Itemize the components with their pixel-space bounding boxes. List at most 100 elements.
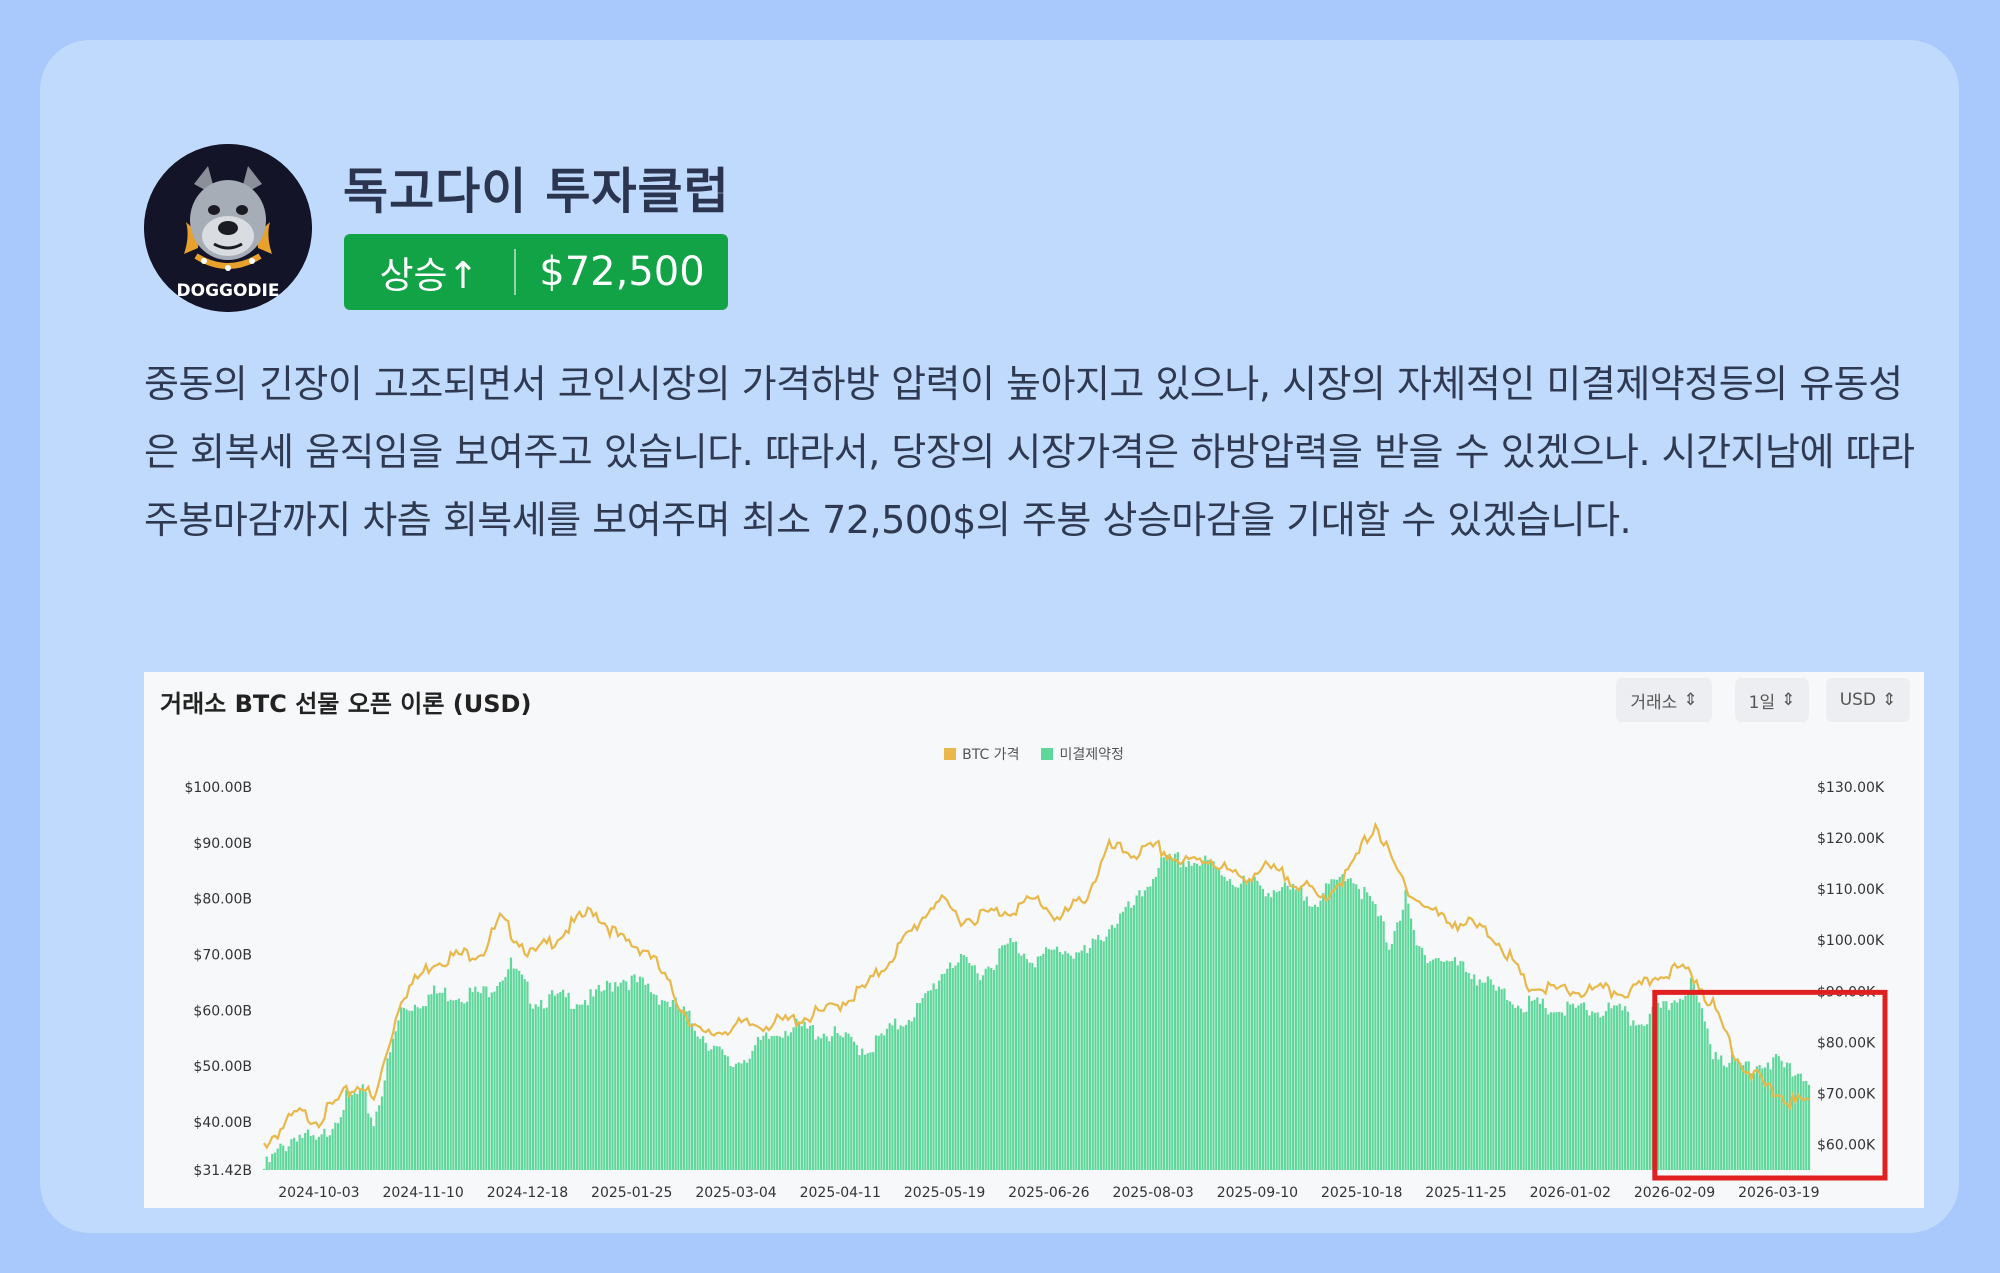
oi-bar bbox=[891, 1025, 894, 1170]
oi-bar bbox=[1050, 949, 1053, 1170]
oi-bar bbox=[1291, 883, 1295, 1170]
oi-bar bbox=[1475, 985, 1479, 1170]
sort-icon: ⇕ bbox=[1781, 690, 1796, 710]
oi-bar bbox=[1780, 1060, 1783, 1170]
oi-bar bbox=[1613, 1005, 1616, 1170]
exchange-select[interactable]: 거래소 ⇕ bbox=[1616, 678, 1712, 722]
oi-bar bbox=[1453, 957, 1457, 1170]
oi-bar bbox=[589, 989, 592, 1170]
oi-bar bbox=[276, 1148, 279, 1170]
oi-bar bbox=[759, 1040, 762, 1170]
direction-label: 상승↑ bbox=[379, 254, 479, 297]
oi-bar bbox=[981, 975, 985, 1170]
oi-bar bbox=[493, 991, 496, 1170]
interval-select[interactable]: 1일 ⇕ bbox=[1735, 678, 1809, 722]
oi-bar bbox=[520, 974, 524, 1170]
oi-bar bbox=[1305, 896, 1308, 1170]
oi-bar bbox=[1338, 876, 1341, 1170]
oi-bar bbox=[699, 1038, 702, 1170]
legend-item-price[interactable]: BTC 가격 bbox=[944, 744, 1019, 764]
oi-bar bbox=[1130, 907, 1133, 1170]
oi-bar bbox=[487, 997, 491, 1170]
oi-bar bbox=[1390, 943, 1393, 1170]
oi-bar bbox=[1053, 949, 1056, 1170]
oi-bar bbox=[998, 948, 1001, 1170]
oi-bar bbox=[375, 1111, 378, 1170]
oi-bar bbox=[1039, 955, 1042, 1170]
open-interest-chart[interactable]: $31.42B $40.00B $50.00B $60.00B $70.00B $80.0… bbox=[144, 672, 1924, 1208]
oi-bar bbox=[476, 991, 480, 1170]
oi-bar bbox=[1327, 883, 1330, 1170]
oi-bar bbox=[1143, 890, 1146, 1170]
y-right-tick-label: $60.00K bbox=[1817, 1137, 1876, 1153]
oi-bar bbox=[896, 1029, 900, 1170]
oi-bar bbox=[290, 1139, 293, 1170]
oi-bar bbox=[781, 1037, 784, 1170]
oi-bar bbox=[723, 1054, 727, 1170]
oi-bar bbox=[743, 1060, 746, 1170]
oi-bar bbox=[894, 1018, 897, 1170]
oi-bar bbox=[1283, 882, 1286, 1170]
channel-name: 독고다이 투자클럽 bbox=[343, 163, 730, 220]
oi-bar bbox=[378, 1105, 381, 1170]
oi-bar bbox=[1530, 1001, 1533, 1170]
oi-bar bbox=[383, 1080, 386, 1170]
oi-bar bbox=[680, 1009, 683, 1170]
oi-bar bbox=[773, 1035, 776, 1170]
oi-bar bbox=[1445, 960, 1448, 1170]
oi-bar bbox=[1459, 960, 1462, 1170]
oi-bar bbox=[652, 994, 655, 1170]
oi-bar bbox=[1088, 948, 1092, 1170]
oi-bar bbox=[1525, 1011, 1528, 1170]
oi-bar bbox=[1396, 922, 1399, 1170]
oi-bar bbox=[1195, 863, 1199, 1170]
oi-bar bbox=[1440, 961, 1443, 1170]
oi-bar bbox=[1157, 868, 1160, 1170]
oi-bar bbox=[542, 1008, 546, 1170]
sort-icon: ⇕ bbox=[1683, 690, 1698, 710]
oi-bar bbox=[1066, 953, 1070, 1170]
oi-bar bbox=[828, 1041, 831, 1170]
oi-bar bbox=[825, 1036, 828, 1170]
oi-bar bbox=[948, 962, 952, 1170]
oi-bar bbox=[1009, 937, 1012, 1170]
oi-bar bbox=[416, 1007, 419, 1170]
oi-bar bbox=[990, 968, 993, 1170]
oi-bar bbox=[408, 1010, 411, 1170]
oi-bar bbox=[1681, 999, 1684, 1170]
oi-bar bbox=[1294, 889, 1297, 1170]
interval-select-label: 1일 bbox=[1748, 692, 1776, 713]
oi-bar bbox=[1017, 953, 1020, 1170]
oi-bar bbox=[479, 993, 482, 1170]
oi-bar bbox=[1484, 982, 1487, 1170]
oi-bar bbox=[968, 963, 971, 1170]
oi-bar bbox=[861, 1048, 864, 1170]
oi-bar bbox=[638, 976, 642, 1170]
currency-select[interactable]: USD ⇕ bbox=[1826, 678, 1910, 722]
oi-bar bbox=[701, 1036, 705, 1170]
oi-bar bbox=[559, 992, 562, 1170]
oi-bar bbox=[1193, 862, 1196, 1170]
oi-bar bbox=[765, 1032, 768, 1170]
oi-bar bbox=[1794, 1075, 1797, 1170]
oi-bar bbox=[1152, 879, 1155, 1170]
oi-bar bbox=[1201, 860, 1204, 1170]
oi-bar bbox=[562, 989, 565, 1170]
oi-bar bbox=[1709, 1044, 1712, 1170]
oi-bar bbox=[732, 1067, 735, 1170]
oi-bar bbox=[1264, 896, 1267, 1170]
oi-bar bbox=[913, 1017, 916, 1170]
oi-bar bbox=[1692, 982, 1695, 1170]
avatar[interactable]: DOGGODIE bbox=[144, 144, 312, 312]
oi-bar bbox=[943, 973, 946, 1170]
legend-swatch bbox=[1041, 748, 1054, 760]
oi-bar bbox=[907, 1019, 910, 1170]
oi-bar bbox=[1341, 874, 1344, 1170]
oi-bar bbox=[1626, 1011, 1629, 1170]
oi-bar bbox=[336, 1123, 340, 1170]
oi-bar bbox=[433, 985, 436, 1170]
oi-bar bbox=[690, 1023, 694, 1170]
x-tick-label: 2025-01-25 bbox=[591, 1185, 672, 1201]
legend-item-oi[interactable]: 미결제약정 bbox=[1041, 744, 1124, 764]
oi-bar bbox=[1160, 857, 1163, 1170]
